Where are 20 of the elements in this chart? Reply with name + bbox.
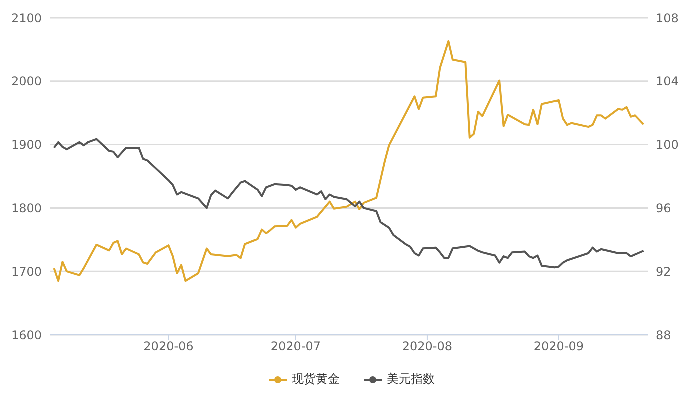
y2-tick-label: 104	[656, 74, 679, 89]
line-series	[53, 138, 645, 269]
y2-tick-label: 108	[656, 11, 679, 26]
legend-label: 现货黄金	[292, 371, 340, 388]
x-tick-label: 2020-08	[402, 340, 453, 354]
y-tick-label: 2000	[11, 74, 42, 89]
y2-tick-label: 96	[656, 201, 672, 216]
y-tick-label: 2100	[11, 11, 42, 26]
legend-label: 美元指数	[387, 371, 435, 388]
y-tick-label: 1800	[11, 201, 42, 216]
y-tick-label: 1600	[11, 328, 42, 342]
x-tick-label: 2020-06	[144, 340, 194, 354]
y2-tick-label: 92	[656, 264, 672, 279]
x-tick-label: 2020-09	[534, 340, 584, 354]
y2-tick-label: 100	[656, 138, 679, 152]
line-series	[53, 40, 645, 282]
y-tick-label: 1700	[11, 264, 42, 279]
y-tick-label: 1900	[11, 138, 42, 152]
y2-tick-label: 88	[656, 328, 672, 342]
x-tick-label: 2020-07	[270, 340, 322, 354]
